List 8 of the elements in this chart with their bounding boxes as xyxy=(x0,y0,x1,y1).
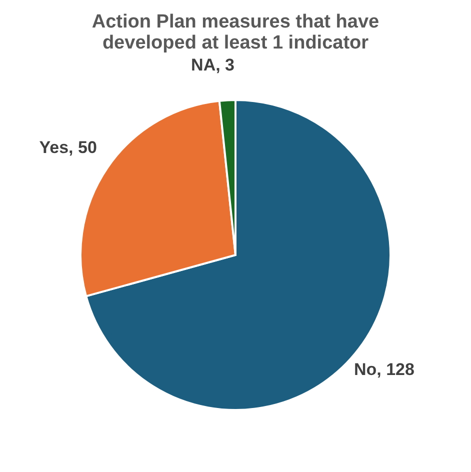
text: Action Plan measures that have xyxy=(92,11,380,32)
slice-label: No xyxy=(354,360,377,380)
data-label: , 50 xyxy=(68,138,97,157)
data-label: , 128 xyxy=(376,360,414,380)
text: developed at least 1 indicator xyxy=(102,32,369,54)
slice-label: NA xyxy=(191,55,216,74)
slice-label: Yes xyxy=(39,138,69,157)
data-label: , 3 xyxy=(216,55,235,74)
